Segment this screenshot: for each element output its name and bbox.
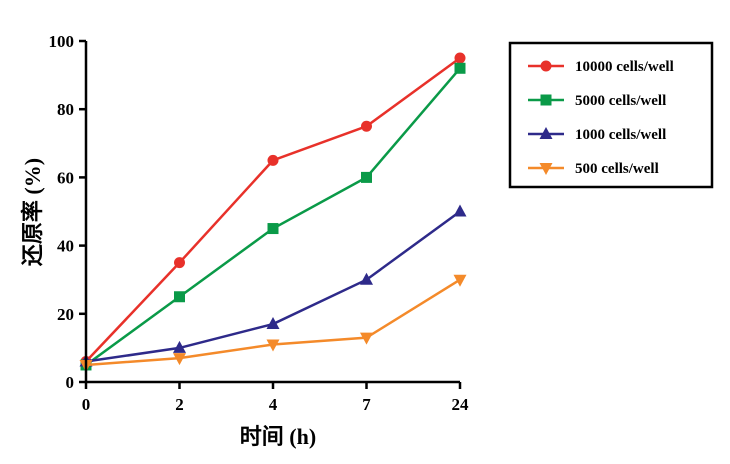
y-tick-label: 40 bbox=[57, 237, 74, 256]
data-point bbox=[454, 52, 466, 64]
data-point bbox=[174, 291, 185, 303]
data-point bbox=[360, 332, 373, 345]
data-point bbox=[453, 274, 467, 287]
legend: 10000 cells/well 5000 cells/well 1000 cell… bbox=[508, 41, 714, 189]
data-point bbox=[453, 204, 467, 217]
y-axis-title: 还原率 (%) bbox=[20, 158, 45, 267]
data-point bbox=[174, 257, 185, 269]
x-ticks: 0 2 4 7 24 bbox=[82, 382, 469, 414]
x-tick-label: 7 bbox=[362, 395, 371, 414]
data-point bbox=[173, 340, 186, 353]
legend-label: 1000 cells/well bbox=[575, 127, 666, 143]
legend-entry: 500 cells/well bbox=[528, 161, 659, 177]
data-point bbox=[267, 154, 279, 166]
plot-area bbox=[79, 52, 467, 372]
legend-entry: 10000 cells/well bbox=[528, 59, 674, 75]
series-3 bbox=[79, 274, 467, 372]
data-point bbox=[173, 353, 186, 366]
x-tick-label: 4 bbox=[269, 395, 278, 414]
y-tick-label: 60 bbox=[57, 168, 74, 187]
legend-marker bbox=[539, 163, 553, 175]
legend-label: 5000 cells/well bbox=[575, 93, 666, 109]
x-tick-label: 24 bbox=[452, 395, 470, 414]
legend-entry: 5000 cells/well bbox=[528, 93, 666, 109]
x-tick-label: 2 bbox=[175, 395, 184, 414]
y-tick-label: 20 bbox=[57, 305, 74, 324]
data-point bbox=[361, 120, 372, 132]
data-point bbox=[266, 317, 280, 330]
y-ticks: 0 20 40 60 80 100 bbox=[49, 32, 86, 392]
legend-marker bbox=[540, 94, 552, 106]
data-point bbox=[361, 171, 372, 183]
data-point bbox=[454, 62, 466, 74]
legend-entry: 1000 cells/well bbox=[528, 127, 666, 143]
x-axis-title: 时间 (h) bbox=[240, 424, 316, 449]
legend-label: 10000 cells/well bbox=[575, 59, 674, 75]
x-tick-label: 0 bbox=[82, 395, 91, 414]
data-point bbox=[266, 339, 280, 352]
legend-label: 500 cells/well bbox=[575, 161, 659, 177]
data-point bbox=[267, 223, 279, 235]
series-line bbox=[85, 57, 461, 363]
y-tick-label: 100 bbox=[49, 32, 75, 51]
legend-marker bbox=[540, 60, 552, 72]
y-tick-label: 0 bbox=[66, 373, 75, 392]
legend-marker bbox=[539, 127, 553, 139]
y-tick-label: 80 bbox=[57, 100, 74, 119]
data-point bbox=[360, 272, 373, 285]
